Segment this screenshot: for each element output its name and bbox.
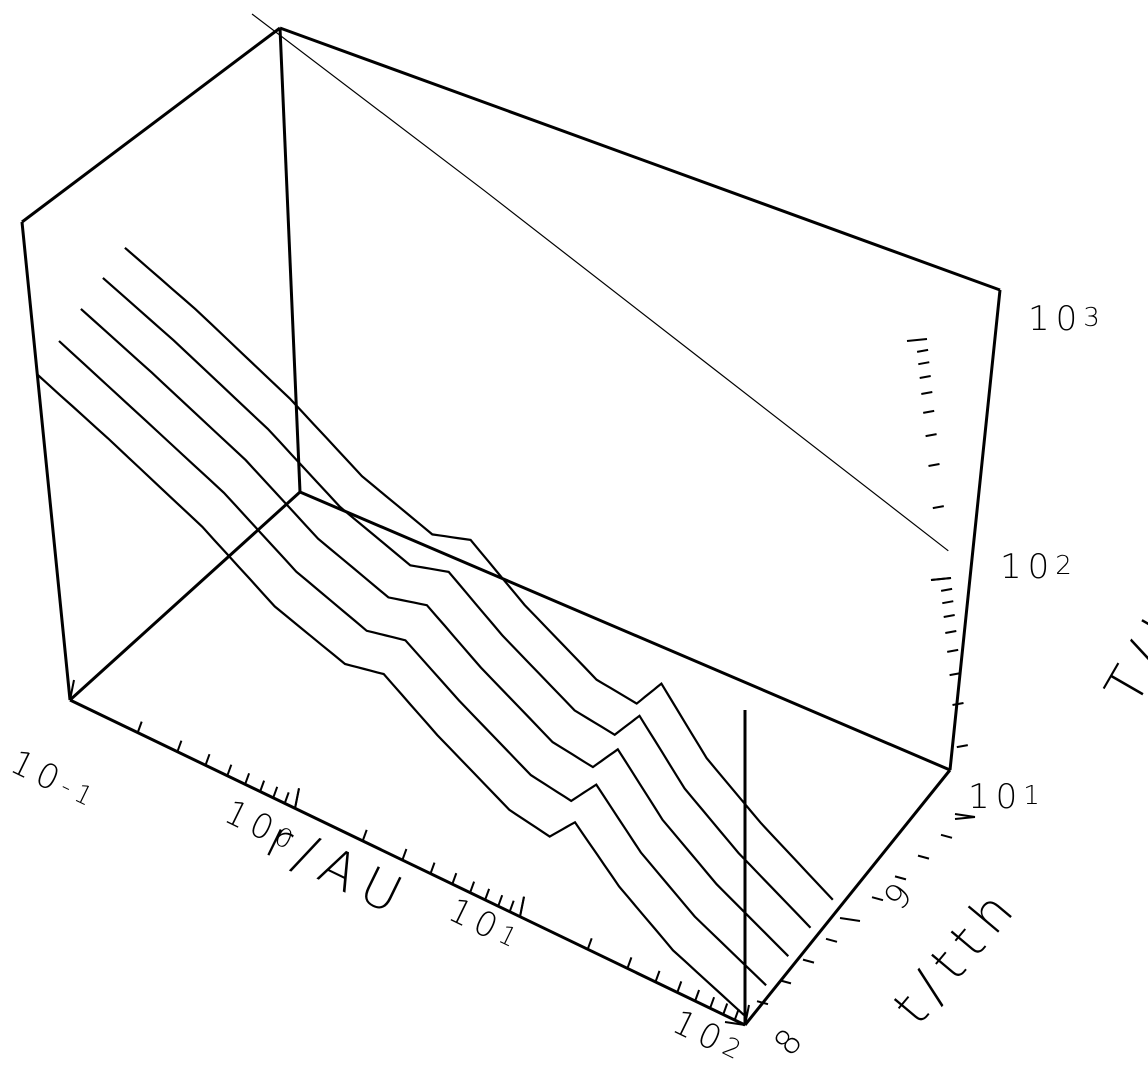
frame-edge-top-left [21,26,281,224]
t-axis-tick [756,1000,769,1006]
r-axis-tick [497,894,504,907]
t-axis-tick [779,979,792,985]
r-axis-tick [676,981,683,993]
series-curve-4 [124,246,834,901]
r-axis-tick [654,970,661,983]
r-tick-label: 10-1 [4,742,105,819]
frame-edge-top-right [279,26,1001,292]
T-axis-tick [919,375,931,379]
T-axis-tick [928,463,940,467]
t-tick-label: 8 [766,1017,814,1064]
r-axis-tick [401,848,408,861]
r-axis-tick [259,780,266,792]
frame-edge-bottom-mid [299,490,951,772]
r-axis-tick [294,788,300,809]
tick-marks [69,338,976,1026]
r-axis-tick [69,679,75,701]
t-axis-tick [825,937,838,943]
r-axis-tick [272,786,279,799]
T-axis-tick [954,816,976,820]
r-axis-tick [361,829,368,842]
r-axis-tick [451,872,458,885]
r-axis-tick [176,740,183,753]
r-axis-tick [283,792,290,804]
T-axis-tick [952,702,964,706]
T-axis-tick [921,391,933,395]
r-axis-tick [136,721,143,733]
t-axis-tick [839,917,861,922]
r-axis-tick [484,888,491,901]
r-axis-tick [694,989,701,1002]
series-layer [36,246,834,1016]
T-tick-labels: 101 102 103 [968,299,1106,817]
T-axis-tick [956,744,968,749]
T-axis-tick [923,409,935,414]
t-axis-tick [724,1021,746,1026]
t-axis-tick [871,896,884,902]
r-axis-tick [722,1003,729,1015]
T-axis-tick [949,672,961,677]
series-curve-3 [102,277,812,929]
frame-edge-bottom-front-right [743,769,952,1026]
r-axis-tick [429,862,436,874]
r-axis-tick [709,996,716,1009]
series-curve-2 [80,308,790,957]
r-axis-tick [626,957,633,969]
frame-edge-bottom-front-left [69,698,746,1027]
t-axis-tick [802,958,815,964]
T-axis-tick [925,433,937,438]
frame-edge-right [948,289,1002,771]
t-axis-tick [940,833,953,839]
frame-edge-back-left [278,27,302,493]
r-axis-tick [226,764,233,777]
T-axis-tick [932,505,944,510]
T-axis-tick [947,648,959,653]
r-axis-tick [519,896,525,917]
upper-envelope-curve [251,13,949,552]
T-tick-label: 103 [1028,299,1106,339]
t-tick-label: 9 [876,871,924,918]
r-axis-tick [586,937,593,950]
T-axis-title: T/K [1094,586,1148,714]
T-axis-tick [945,630,957,634]
r-axis-tick [469,881,476,893]
r-axis-tick [204,753,211,766]
T-axis-tick [930,577,952,581]
box-frame [20,26,1002,1027]
T-axis-tick [942,600,954,605]
frame-edge-left [20,221,72,701]
r-axis-tick [744,1004,750,1026]
T-axis-tick [918,361,930,366]
t-axis-tick [894,875,907,881]
T-tick-label: 102 [1000,547,1078,587]
t-axis-tick [917,854,930,860]
T-axis-tick [906,338,928,342]
T-tick-label: 101 [968,777,1046,817]
T-axis-tick [943,614,955,618]
series-curve-0 [36,373,745,1016]
T-axis-tick [940,587,953,592]
r-axis-tick [244,772,251,785]
T-axis-tick [916,348,929,353]
series-curve-1 [58,340,767,987]
frame-edge-bottom-back [68,490,302,702]
r-axis-tick [508,900,515,913]
